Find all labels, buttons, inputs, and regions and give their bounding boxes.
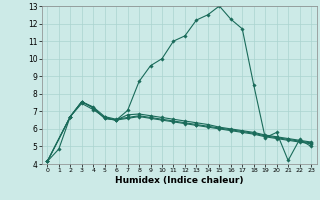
X-axis label: Humidex (Indice chaleur): Humidex (Indice chaleur) [115, 176, 244, 185]
